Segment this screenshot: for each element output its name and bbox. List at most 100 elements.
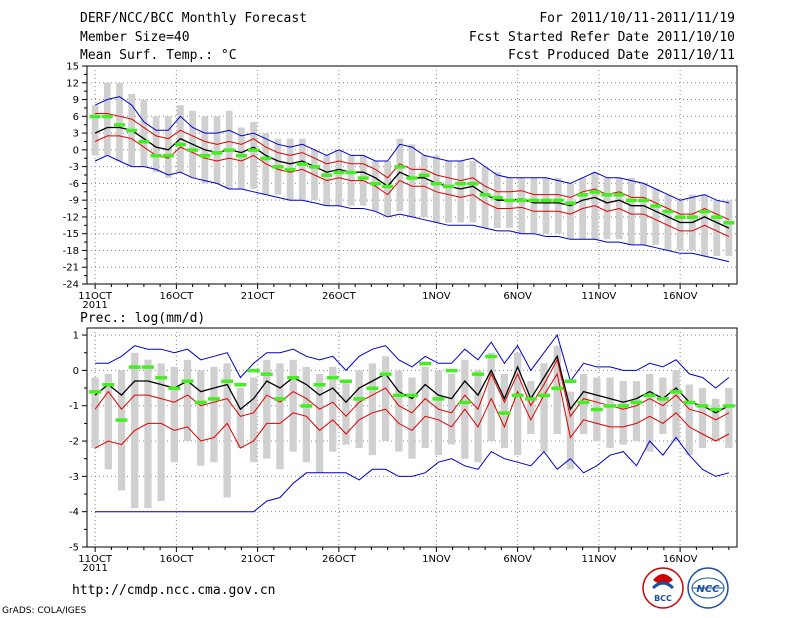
observed-marker	[709, 407, 722, 412]
ensemble-box	[513, 352, 522, 456]
ensemble-box	[554, 177, 562, 234]
y-tick-label: 15	[66, 62, 79, 73]
y-tick-label: -21	[63, 263, 79, 274]
x-tick-label: 16NOV	[663, 554, 698, 565]
observed-marker	[683, 400, 696, 405]
observed-marker	[485, 354, 498, 359]
observed-marker	[696, 404, 709, 408]
ensemble-box	[117, 370, 126, 491]
observed-marker	[272, 165, 284, 169]
observed-marker	[113, 123, 126, 127]
observed-marker	[155, 375, 168, 380]
observed-marker	[686, 215, 698, 219]
ensemble-box	[542, 177, 550, 234]
observed-marker	[643, 393, 656, 398]
observed-marker	[650, 204, 662, 208]
observed-marker	[551, 386, 564, 391]
source-url[interactable]: http://cmdp.ncc.cma.gov.cn	[72, 583, 276, 598]
x-tick-label: 1NOV	[422, 291, 451, 302]
ncc-logo-text: NCC	[696, 584, 720, 595]
observed-marker	[199, 153, 211, 158]
series-line-range-max	[94, 96, 730, 204]
observed-marker	[126, 128, 138, 133]
observed-marker	[406, 176, 418, 180]
ensemble-box	[276, 363, 284, 470]
y-tick-label: -5	[69, 543, 79, 554]
observed-marker	[194, 400, 207, 405]
ensemble-box	[652, 188, 660, 245]
year-label: 2011	[82, 563, 107, 574]
ensemble-box	[628, 177, 635, 245]
observed-marker	[162, 153, 174, 158]
observed-marker	[313, 383, 326, 387]
observed-marker	[445, 368, 458, 373]
y-tick-label: 9	[73, 95, 79, 106]
observed-marker	[284, 167, 296, 172]
observed-marker	[723, 221, 735, 225]
observed-marker	[540, 198, 552, 203]
ensemble-box	[487, 352, 495, 442]
observed-marker	[564, 379, 577, 383]
ensemble-box	[646, 373, 654, 452]
ensemble-box	[447, 373, 456, 445]
observed-marker	[357, 176, 369, 180]
observed-marker	[300, 404, 313, 408]
ensemble-box	[213, 116, 221, 184]
ensemble-box	[619, 380, 627, 445]
observed-marker	[115, 418, 128, 422]
ensemble-box	[445, 161, 452, 223]
ensemble-box	[474, 370, 482, 463]
observed-marker	[89, 390, 102, 394]
y-tick-label: -24	[63, 280, 79, 291]
observed-marker	[674, 215, 686, 219]
ensemble-box	[289, 359, 297, 452]
ensemble-box	[152, 116, 160, 173]
observed-marker	[564, 201, 576, 205]
ensemble-box	[103, 82, 111, 156]
series-line-range-min	[94, 154, 730, 263]
observed-marker	[711, 215, 723, 219]
observed-marker	[511, 393, 524, 398]
ensemble-box	[140, 99, 148, 167]
ensemble-box	[116, 82, 123, 162]
observed-marker	[247, 368, 260, 373]
y-tick-label: 6	[73, 112, 79, 123]
y-tick-label: -15	[63, 229, 79, 240]
ensemble-box	[238, 127, 245, 189]
observed-marker	[472, 372, 484, 376]
ensemble-box	[698, 388, 707, 449]
observed-marker	[552, 198, 564, 203]
x-tick-label: 11NOV	[582, 291, 617, 302]
series-line-upper-spread	[94, 358, 730, 421]
y-tick-label: -18	[63, 246, 79, 257]
observed-marker	[187, 148, 199, 152]
y-tick-label: 1	[73, 331, 79, 342]
ensemble-box	[527, 380, 535, 434]
ensemble-box	[263, 359, 271, 459]
series-line-ensemble-mean	[94, 354, 730, 414]
observed-marker	[662, 209, 674, 214]
observed-marker	[141, 365, 154, 369]
observed-marker	[604, 404, 617, 408]
ensemble-box	[506, 177, 513, 229]
bcc-logo-text: BCC	[654, 594, 672, 603]
forecast-period: For 2011/10/11-2011/11/19	[539, 11, 735, 26]
ensemble-box	[606, 377, 614, 449]
observed-marker	[698, 209, 711, 214]
ensemble-box	[603, 177, 611, 240]
x-tick-label: 11OCT	[78, 291, 113, 302]
observed-marker	[138, 139, 150, 144]
ensemble-box	[518, 177, 526, 234]
observed-marker	[369, 181, 381, 186]
ensemble-box	[685, 384, 693, 456]
observed-marker	[326, 375, 339, 380]
observed-marker	[308, 165, 321, 169]
observed-marker	[321, 173, 333, 177]
ensemble-box	[672, 370, 680, 442]
ensemble-box	[567, 183, 574, 240]
series-line-range-min	[95, 436, 730, 513]
observed-marker	[516, 198, 528, 203]
